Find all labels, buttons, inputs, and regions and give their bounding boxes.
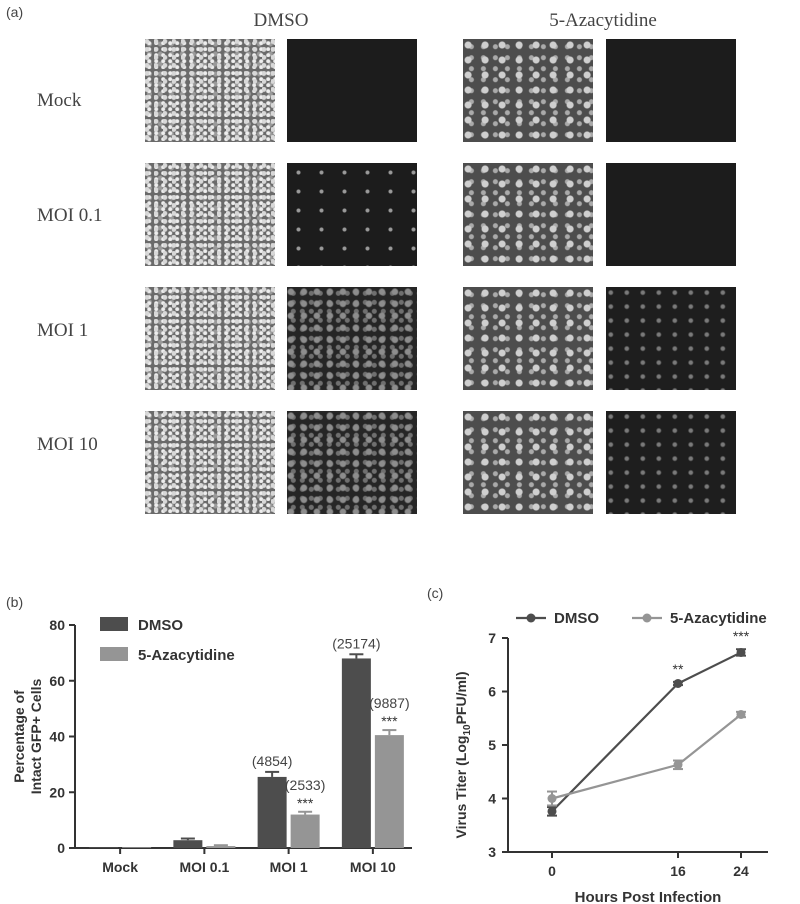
column-header-azacytidine: 5-Azacytidine <box>549 10 657 31</box>
bar-dmso-moi-10 <box>341 658 371 848</box>
micrograph-mock-azacytidine-fluorescence <box>606 39 736 142</box>
y-tick-label: 3 <box>488 844 496 860</box>
micrograph-moi-0-1-azacytidine-brightfield <box>463 163 593 266</box>
significance-marker: *** <box>733 628 750 644</box>
bar-dmso-mock <box>89 847 119 848</box>
y-tick-label: 6 <box>488 684 496 700</box>
legend-swatch-5-azacytidine <box>100 647 128 661</box>
bar-dmso-moi-0-1 <box>173 840 203 848</box>
micrograph-mock-azacytidine-brightfield <box>463 39 593 142</box>
legend-marker-5-azacytidine <box>642 613 652 623</box>
line-dmso <box>551 651 742 813</box>
bar-chart-gfp-cells: 0 20 40 60 80 Percentage ofIntact GFP+ Cells M… <box>11 617 412 875</box>
micrograph-moi-10-azacytidine-brightfield <box>463 411 593 514</box>
data-label-count: (9887) <box>369 695 409 711</box>
bar-dmso-moi-1 <box>257 776 287 848</box>
legend-label-5-azacytidine: 5-Azacytidine <box>670 610 767 627</box>
micrograph-moi-1-dmso-fluorescence <box>287 287 417 390</box>
row-label-moi-1: MOI 1 <box>37 320 89 341</box>
bar-5-azacytidine-mock <box>122 847 152 848</box>
y-tick-label: 80 <box>49 617 65 633</box>
x-axis-label: Hours Post Infection <box>575 889 722 904</box>
bar-5-azacytidine-moi-0-1 <box>206 846 236 848</box>
x-tick-label-moi-1: MOI 1 <box>270 859 308 875</box>
legend-marker-dmso <box>526 613 536 623</box>
y-axis-label: Percentage ofIntact GFP+ Cells <box>11 679 44 795</box>
point-5-azacytidine-16 <box>673 760 683 770</box>
x-tick-label: 24 <box>733 863 749 879</box>
x-tick-label-moi-0-1: MOI 0.1 <box>179 859 229 875</box>
point-dmso-24 <box>736 647 746 657</box>
legend-label-dmso: DMSO <box>554 610 599 627</box>
data-label-count: (2533) <box>285 777 325 793</box>
bar-5-azacytidine-moi-1 <box>290 814 320 848</box>
column-header-dmso: DMSO <box>253 10 309 31</box>
micrograph-moi-0-1-dmso-brightfield <box>145 163 275 266</box>
y-tick-label: 60 <box>49 673 65 689</box>
point-dmso-16 <box>673 678 683 688</box>
micrograph-moi-1-azacytidine-brightfield <box>463 287 593 390</box>
significance-marker: ** <box>673 661 684 677</box>
micrograph-moi-1-azacytidine-fluorescence <box>606 287 736 390</box>
point-5-azacytidine-0 <box>547 794 557 803</box>
data-label-count: (4854) <box>252 753 292 769</box>
point-5-azacytidine-24 <box>736 710 746 720</box>
bar-5-azacytidine-moi-10 <box>374 735 404 848</box>
y-tick-label: 5 <box>488 737 496 753</box>
panel-a-letter: (a) <box>6 4 24 20</box>
legend-label-dmso: DMSO <box>138 617 183 634</box>
micrograph-moi-0-1-azacytidine-fluorescence <box>606 163 736 266</box>
panel-b-letter: (b) <box>6 594 24 610</box>
micrograph-mock-dmso-brightfield <box>145 39 275 142</box>
data-label-count: (25174) <box>332 635 380 651</box>
row-label-mock: Mock <box>37 90 82 111</box>
y-tick-label: 7 <box>488 630 496 646</box>
x-tick-label-moi-10: MOI 10 <box>350 859 396 875</box>
x-tick-label: 16 <box>670 863 686 879</box>
significance-marker: *** <box>381 713 398 729</box>
legend-swatch-dmso <box>100 617 128 631</box>
micrograph-moi-10-dmso-fluorescence <box>287 411 417 514</box>
row-label-moi-10: MOI 10 <box>37 434 98 455</box>
legend-label-5-azacytidine: 5-Azacytidine <box>138 647 235 664</box>
y-tick-label: 0 <box>57 840 65 856</box>
line-5-azacytidine <box>551 713 742 800</box>
panel-c-letter: (c) <box>427 585 444 601</box>
y-axis-label: Virus Titer (Log10PFU/ml) <box>453 672 473 839</box>
x-tick-label: 0 <box>548 863 556 879</box>
point-dmso-0 <box>547 806 557 816</box>
micrograph-moi-0-1-dmso-fluorescence <box>287 163 417 266</box>
micrograph-moi-10-azacytidine-fluorescence <box>606 411 736 514</box>
micrograph-moi-1-dmso-brightfield <box>145 287 275 390</box>
significance-marker: *** <box>297 795 314 811</box>
y-tick-label: 4 <box>488 791 496 807</box>
y-tick-label: 20 <box>49 784 65 800</box>
line-chart-virus-titer: 3 4 5 6 7 0 16 24 Hours Post Infection Virus Tite… <box>453 610 768 904</box>
micrograph-moi-10-dmso-brightfield <box>145 411 275 514</box>
row-label-moi-0-1: MOI 0.1 <box>37 205 103 226</box>
y-tick-label: 40 <box>49 729 65 745</box>
x-tick-label-mock: Mock <box>102 859 138 875</box>
micrograph-mock-dmso-fluorescence <box>287 39 417 142</box>
